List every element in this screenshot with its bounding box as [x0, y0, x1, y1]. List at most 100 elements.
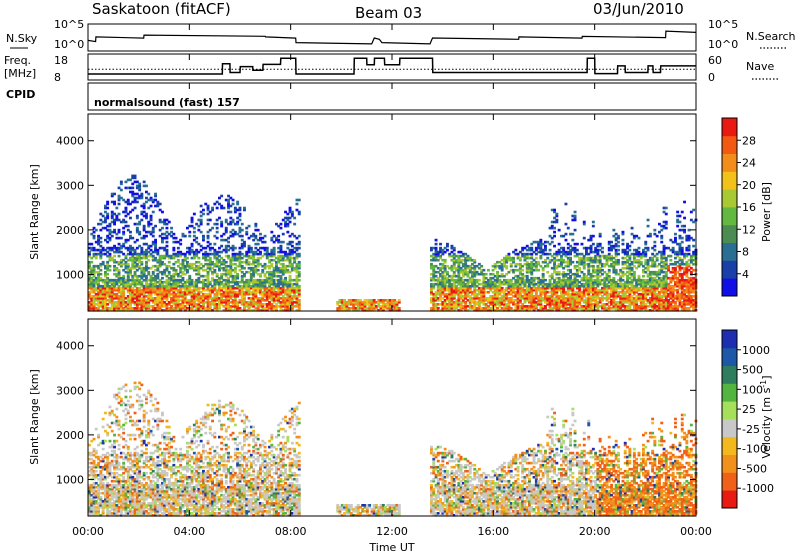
heatmap-cell — [195, 266, 199, 270]
heatmap-cell — [126, 297, 130, 300]
heatmap-cell — [263, 292, 267, 296]
heatmap-cell — [142, 286, 146, 290]
heatmap-cell — [206, 206, 210, 210]
heatmap-cell — [131, 274, 135, 278]
heatmap-cell — [140, 212, 144, 216]
heatmap-cell — [140, 252, 144, 256]
heatmap-cell — [384, 307, 387, 310]
heatmap-cell — [104, 284, 107, 288]
heatmap-cell — [432, 274, 436, 278]
heatmap-cell — [110, 309, 114, 312]
heatmap-cell — [439, 254, 442, 258]
heatmap-cell — [88, 276, 91, 280]
heatmap-cell — [206, 270, 210, 274]
heatmap-cell — [245, 280, 249, 284]
heatmap-cell — [140, 274, 144, 278]
heatmap-cell — [443, 282, 447, 286]
heatmap-cell — [368, 307, 372, 310]
heatmap-cell — [245, 270, 249, 274]
heatmap-cell — [455, 305, 458, 308]
heatmap-cell — [97, 284, 100, 288]
heatmap-cell — [179, 305, 183, 308]
heatmap-cell — [199, 286, 203, 290]
heatmap-cell — [231, 202, 235, 206]
heatmap-cell — [222, 238, 226, 242]
heatmap-cell — [124, 214, 128, 218]
heatmap-cell — [154, 198, 157, 202]
heatmap-cell — [88, 292, 91, 296]
heatmap-cell — [190, 284, 194, 288]
heatmap-cell — [220, 286, 224, 290]
heatmap-cell — [256, 262, 260, 266]
heatmap-cell — [290, 305, 294, 308]
heatmap-cell — [259, 286, 262, 290]
heatmap-cell — [243, 295, 246, 298]
heatmap-cell — [199, 230, 203, 234]
heatmap-cell — [441, 280, 445, 284]
heatmap-cell — [108, 252, 112, 256]
heatmap-cell — [154, 250, 157, 254]
heatmap-cell — [90, 256, 94, 260]
heatmap-cell — [286, 297, 290, 300]
heatmap-cell — [122, 262, 126, 266]
heatmap-cell — [90, 305, 94, 308]
heatmap-cell — [213, 303, 217, 306]
heatmap-cell — [243, 242, 246, 246]
heatmap-cell — [439, 272, 442, 276]
heatmap-cell — [227, 204, 230, 208]
heatmap-cell — [254, 292, 258, 296]
heatmap-cell — [149, 286, 153, 290]
heatmap-cell — [213, 242, 217, 246]
heatmap-cell — [156, 309, 160, 312]
heatmap-cell — [190, 218, 194, 222]
heatmap-cell — [183, 309, 187, 312]
heatmap-cell — [101, 220, 105, 224]
heatmap-cell — [165, 226, 169, 230]
heatmap-cell — [277, 274, 281, 278]
heatmap-cell — [119, 276, 123, 280]
heatmap-cell — [115, 218, 119, 222]
heatmap-cell — [450, 295, 454, 298]
heatmap-cell — [126, 286, 130, 290]
heatmap-cell — [154, 224, 157, 228]
heatmap-cell — [434, 299, 438, 302]
heatmap-cell — [446, 264, 449, 268]
heatmap-cell — [179, 280, 183, 284]
heatmap-cell — [259, 246, 262, 250]
heatmap-cell — [208, 290, 212, 294]
heatmap-cell — [598, 242, 602, 246]
heatmap-cell — [272, 305, 276, 308]
heatmap-cell — [138, 222, 142, 226]
heatmap-cell — [181, 262, 185, 266]
heatmap-cell — [432, 301, 436, 304]
heatmap-cell — [115, 297, 119, 300]
heatmap-cell — [213, 295, 217, 298]
heatmap-cell — [293, 266, 297, 270]
heatmap-cell — [179, 270, 183, 274]
heatmap-cell — [104, 286, 107, 290]
heatmap-cell — [229, 196, 233, 200]
heatmap-cell — [238, 301, 242, 304]
heatmap-cell — [288, 254, 292, 258]
heatmap-cell — [156, 297, 160, 300]
heatmap-cell — [199, 297, 203, 300]
heatmap-cell — [279, 290, 283, 294]
heatmap-cell — [354, 307, 358, 310]
heatmap-cell — [197, 292, 201, 296]
heatmap-cell — [106, 212, 110, 216]
heatmap-cell — [277, 305, 281, 308]
heatmap-cell — [220, 256, 224, 260]
heatmap-cell — [135, 288, 139, 292]
heatmap-cell — [243, 292, 246, 296]
nsky-series-line — [87, 30, 697, 45]
heatmap-cell — [151, 299, 155, 302]
heatmap-cell — [138, 280, 142, 284]
heatmap-cell — [154, 268, 157, 272]
heatmap-cell — [297, 295, 301, 298]
heatmap-cell — [227, 198, 230, 202]
heatmap-cell — [236, 272, 240, 276]
heatmap-cell — [106, 250, 110, 254]
heatmap-cell — [115, 248, 119, 252]
heatmap-cell — [99, 264, 103, 268]
heatmap-cell — [446, 307, 449, 310]
